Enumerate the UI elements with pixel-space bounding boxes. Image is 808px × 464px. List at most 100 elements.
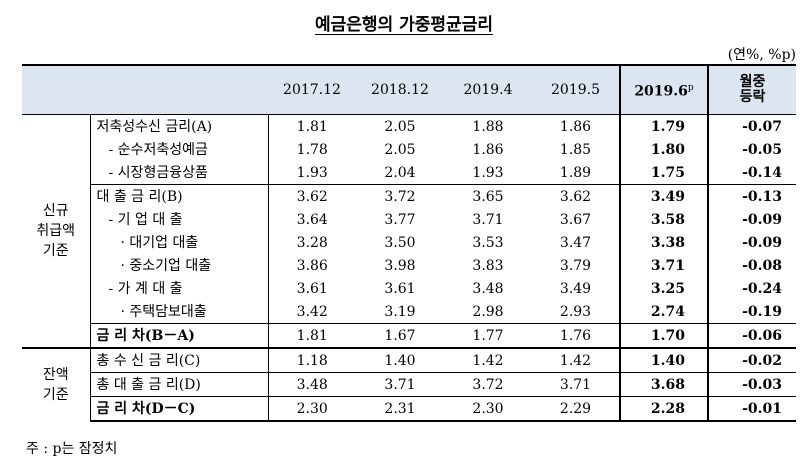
value-cell: 3.61 [384, 280, 416, 297]
value-cell: 3.47 [559, 234, 592, 251]
table-row: 금 리 차(D－C) 2.30 2.31 2.30 2.29 2.28 -0.01 [22, 396, 796, 422]
value-cell: 3.19 [384, 303, 416, 320]
row-label: - 시장형금융상품 [90, 161, 269, 185]
row-label: · 중소기업 대출 [90, 254, 269, 277]
value-cell: 1.93 [472, 164, 504, 181]
current-value-cell: 2.74 [619, 300, 709, 324]
col-header: 2019.5 [532, 64, 620, 115]
current-value-cell: 1.79 [619, 114, 709, 138]
table-row: 총 대 출 금 리(D) 3.48 3.71 3.72 3.71 3.68 -0.03 [22, 372, 796, 397]
row-label: 저축성수신 금리(A) [90, 114, 269, 138]
row-label: - 기 업 대 출 [90, 208, 269, 231]
value-cell: 3.28 [296, 234, 328, 251]
value-cell: 3.77 [384, 211, 416, 228]
table-row: - 순수저축성예금 1.78 2.05 1.86 1.85 1.80 -0.05 [22, 138, 796, 161]
col-header: 2018.12 [356, 64, 444, 115]
change-cell: -0.03 [708, 372, 796, 397]
value-cell: 3.86 [296, 257, 328, 274]
value-cell: 3.61 [296, 280, 328, 297]
change-cell: -0.02 [708, 347, 796, 373]
change-cell: -0.09 [742, 211, 782, 228]
value-cell: 1.76 [532, 323, 620, 348]
footnote: 주 : p는 잠정치 [26, 441, 118, 457]
value-cell: 2.30 [268, 396, 356, 422]
current-value-cell: 2.28 [619, 396, 709, 422]
value-cell: 3.71 [356, 372, 444, 397]
table-row: · 주택담보대출 3.42 3.19 2.98 2.93 2.74 -0.19 [22, 300, 796, 324]
value-cell: 1.42 [444, 347, 532, 373]
table-row: 잔액 기준 총 수 신 금 리(C) 1.18 1.40 1.42 1.42 1.40 -0.0… [22, 347, 796, 421]
value-cell: 2.30 [444, 396, 532, 422]
value-cell: 3.64 [296, 211, 328, 228]
value-cell: 3.48 [472, 280, 504, 297]
value-cell: 3.83 [472, 257, 504, 274]
col-header-current: 2019.6p [619, 64, 709, 115]
change-cell: -0.09 [742, 234, 782, 251]
change-cell: -0.13 [708, 184, 796, 208]
value-cell: 2.98 [472, 303, 504, 320]
current-value-cell: 3.58 [619, 208, 709, 231]
value-cell: 1.18 [268, 347, 356, 373]
col-header: 2019.4 [444, 64, 532, 115]
table-row: 금 리 차(B－A) 1.81 1.67 1.77 1.76 1.70 -0.06 [22, 323, 796, 348]
current-value-cell: 1.80 [619, 138, 709, 161]
current-value-cell: 1.70 [619, 323, 709, 348]
col-header: 2017.12 [268, 64, 356, 115]
value-cell: 2.31 [356, 396, 444, 422]
value-cell: 3.79 [559, 257, 592, 274]
current-value-cell: 1.40 [619, 347, 709, 373]
row-label: - 순수저축성예금 [90, 138, 269, 161]
change-cell: -0.06 [708, 323, 796, 348]
row-label: - 가 계 대 출 [90, 277, 269, 300]
change-cell: -0.08 [742, 257, 782, 274]
value-cell: 2.93 [559, 303, 592, 320]
value-cell: 1.67 [356, 323, 444, 348]
table-title: 예금은행의 가중평균금리 [315, 15, 493, 35]
table-row: 신규 취급액 기준 저축성수신 금리(A) 1.81 2.05 1.88 1.86 1.79 -0… [22, 114, 796, 348]
value-cell: 3.67 [559, 211, 592, 228]
value-cell: 1.40 [356, 347, 444, 373]
value-cell: 3.53 [472, 234, 504, 251]
col-header-change: 월중 등락 [708, 64, 796, 115]
value-cell: 2.29 [532, 396, 620, 422]
table-row: · 중소기업 대출 3.86 3.98 3.83 3.79 3.71 -0.08 [22, 254, 796, 277]
row-label: 대 출 금 리(B) [90, 184, 269, 208]
value-cell: 2.05 [384, 141, 416, 158]
value-cell: 1.85 [559, 141, 592, 158]
value-cell: 3.49 [559, 280, 592, 297]
header-blank [22, 64, 268, 115]
value-cell: 3.72 [356, 184, 444, 208]
change-cell: -0.07 [742, 118, 782, 135]
table-row: - 시장형금융상품 1.93 2.04 1.93 1.89 1.75 -0.14 [22, 161, 796, 185]
value-cell: 3.50 [384, 234, 416, 251]
change-cell: -0.05 [742, 141, 782, 158]
value-cell: 2.04 [384, 164, 416, 181]
change-cell: -0.24 [742, 280, 782, 297]
value-cell: 3.71 [472, 211, 504, 228]
current-value-cell: 3.49 [619, 184, 709, 208]
row-label: · 대기업 대출 [90, 231, 269, 254]
group-label-balance: 잔액 기준 [22, 347, 91, 421]
change-cell: -0.19 [742, 303, 782, 320]
change-cell: -0.14 [742, 164, 782, 181]
row-label: 총 대 출 금 리(D) [90, 372, 269, 397]
table-row: - 기 업 대 출 3.64 3.77 3.71 3.67 3.58 -0.09 [22, 208, 796, 231]
value-cell: 3.42 [296, 303, 328, 320]
value-cell: 3.98 [384, 257, 416, 274]
header-row: 2017.12 2018.12 2019.4 2019.5 2019.6p 월중… [22, 64, 796, 115]
table-row: 대 출 금 리(B) 3.62 3.72 3.65 3.62 3.49 -0.13 [22, 184, 796, 208]
current-value-cell: 3.71 [619, 254, 709, 277]
value-cell: 3.72 [444, 372, 532, 397]
interest-rate-table: 2017.12 2018.12 2019.4 2019.5 2019.6p 월중… [22, 64, 796, 422]
value-cell: 1.77 [444, 323, 532, 348]
value-cell: 1.89 [559, 164, 592, 181]
table-row: · 대기업 대출 3.28 3.50 3.53 3.47 3.38 -0.09 [22, 231, 796, 254]
table-row: - 가 계 대 출 3.61 3.61 3.48 3.49 3.25 -0.24 [22, 277, 796, 300]
value-cell: 1.88 [472, 118, 504, 135]
value-cell: 1.81 [268, 323, 356, 348]
value-cell: 3.62 [268, 184, 356, 208]
row-label: 금 리 차(B－A) [90, 323, 269, 348]
value-cell: 3.48 [268, 372, 356, 397]
row-label: · 주택담보대출 [90, 300, 269, 324]
value-cell: 1.86 [559, 118, 592, 135]
